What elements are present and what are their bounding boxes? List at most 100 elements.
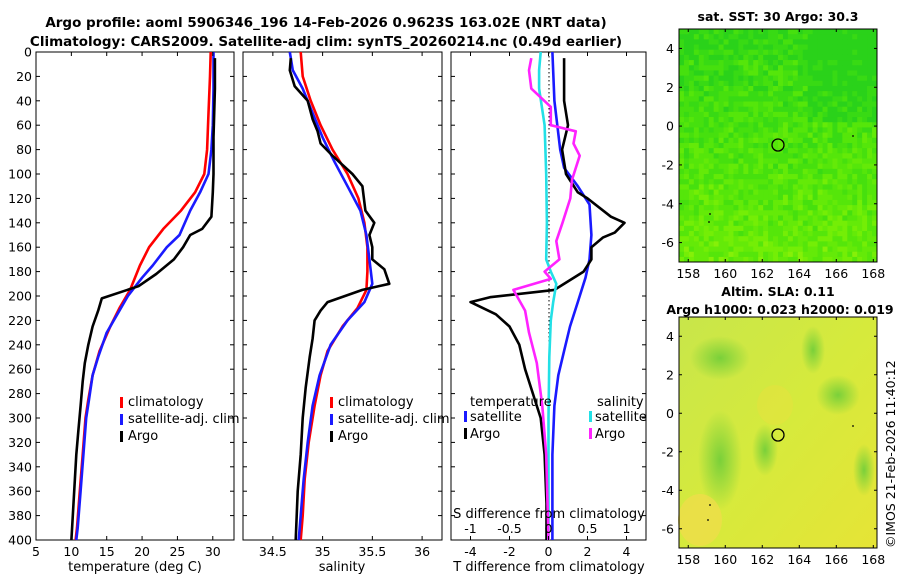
sst-cell (802, 111, 808, 118)
sst-cell (802, 65, 808, 71)
sst-cell (822, 60, 828, 66)
sst-cell (713, 132, 719, 139)
sst-cell (713, 205, 719, 211)
sst-cell (778, 236, 784, 242)
sst-cell (708, 75, 714, 82)
sst-cell (817, 70, 823, 76)
sst-cell (698, 241, 705, 247)
sst-cell (842, 251, 848, 258)
sst-cell (827, 236, 833, 242)
sst-cell (862, 54, 868, 61)
sst-cell (827, 163, 833, 170)
sst-cell (748, 225, 754, 232)
sst-cell (743, 106, 749, 113)
sst-cell (862, 117, 868, 123)
sst-cell (847, 220, 853, 227)
sst-cell (758, 34, 764, 40)
sst-cell (679, 168, 685, 175)
sst-cell (807, 34, 813, 40)
sst-cell (713, 137, 719, 144)
sst-cell (782, 215, 789, 221)
legend-swatch-satellite (120, 414, 123, 425)
sst-cell (773, 75, 779, 82)
sst-cell (763, 163, 769, 170)
sst-cell (733, 251, 739, 258)
sst-cell (738, 168, 744, 175)
sst-cell (748, 91, 754, 97)
sst-cell (693, 251, 700, 258)
sst-cell (728, 158, 734, 164)
sst-cell (723, 220, 729, 227)
sst-cell (708, 153, 714, 159)
sst-cell (743, 70, 749, 76)
sst-cell (718, 179, 724, 185)
sst-cell (758, 241, 764, 247)
sst-cell (718, 148, 724, 154)
sst-cell (718, 29, 724, 35)
sst-cell (842, 153, 848, 159)
sst-cell (827, 49, 833, 56)
sst-cell (693, 44, 700, 51)
sst-cell (728, 65, 734, 71)
sst-cell (748, 184, 754, 190)
sst-cell (683, 106, 690, 113)
sst-cell (773, 251, 779, 258)
sst-cell (693, 241, 700, 247)
sst-cell (778, 117, 784, 123)
sst-cell (782, 137, 789, 144)
sst-cell (773, 96, 779, 102)
sst-cell (763, 158, 769, 164)
sst-cell (708, 179, 714, 185)
legend-swatch-t-satellite (464, 411, 467, 422)
sst-cell (817, 49, 823, 56)
sst-cell (872, 231, 878, 237)
sst-cell (867, 225, 873, 232)
sst-cell (827, 189, 833, 196)
map-x-tick-label: 168 (861, 552, 885, 567)
sst-cell (867, 65, 873, 71)
sst-cell (768, 194, 774, 201)
sst-cell (708, 168, 714, 175)
sst-cell (857, 215, 863, 221)
sst-cell (748, 205, 754, 211)
sst-cell (723, 142, 729, 149)
sst-cell (743, 189, 749, 196)
sst-cell (748, 75, 754, 82)
sst-cell (832, 199, 838, 206)
sst-cell (738, 179, 744, 185)
sst-cell (847, 132, 853, 139)
sst-cell (837, 142, 843, 149)
sst-cell (782, 122, 789, 128)
sst-cell (688, 205, 695, 211)
sst-cell (758, 137, 764, 144)
sst-cell (812, 205, 818, 211)
sst-cell (792, 142, 799, 149)
map-y-tick-label: 0 (666, 406, 674, 421)
sst-cell (847, 205, 853, 211)
sst-cell (872, 205, 878, 211)
sst-cell (867, 34, 873, 40)
sst-cell (753, 215, 759, 221)
sst-cell (748, 117, 754, 123)
sst-cell (802, 60, 808, 66)
sst-cell (797, 189, 804, 196)
sst-cell (842, 142, 848, 149)
sst-cell (758, 215, 764, 221)
sst-cell (763, 251, 769, 258)
sst-cell (867, 179, 873, 185)
sst-cell (688, 174, 695, 180)
sst-cell (847, 54, 853, 61)
sst-cell (832, 60, 838, 66)
sst-cell (852, 256, 858, 263)
sst-cell (792, 231, 799, 237)
sst-cell (768, 122, 774, 128)
sst-cell (862, 60, 868, 66)
sst-cell (763, 189, 769, 196)
sst-cell (763, 137, 769, 144)
sst-cell (773, 60, 779, 66)
sst-cell (862, 148, 868, 154)
depth-tick-label: 340 (8, 459, 32, 474)
sst-cell (812, 231, 818, 237)
sst-cell (787, 210, 794, 216)
sst-cell (728, 91, 734, 97)
